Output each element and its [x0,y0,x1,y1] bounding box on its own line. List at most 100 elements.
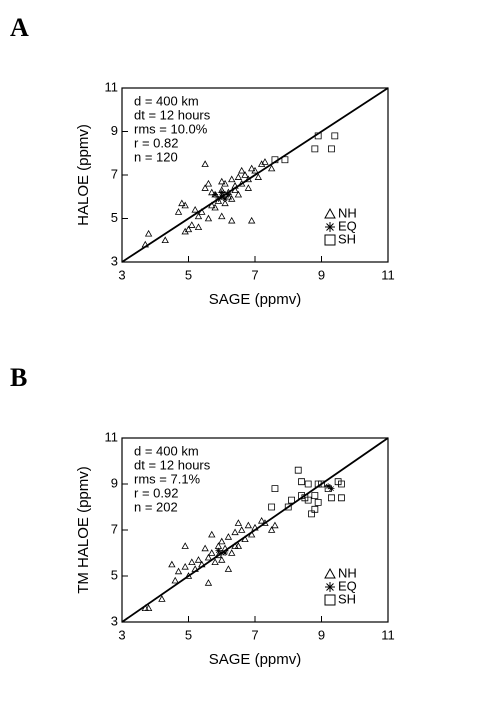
scatter-point [251,523,259,531]
scatter-point [238,166,246,174]
scatter-point [308,510,315,518]
y-tick-label: 7 [111,521,118,536]
annotation: rms = 7.1% [134,471,201,486]
x-tick-label: 3 [118,627,125,642]
legend-label: SH [338,231,356,246]
scatter-point [257,516,266,524]
scatter-point [218,212,226,220]
legend-marker [325,582,335,592]
x-tick-label: 7 [251,627,258,642]
scatter-point [194,212,203,220]
legend-marker [324,594,336,606]
scatter-point [198,208,206,215]
scatter-point [311,505,319,513]
scatter-point [161,236,169,244]
y-tick-label: 5 [111,210,118,225]
scatter-point [181,542,189,549]
scatter-point [224,565,233,572]
scatter-point [244,175,253,183]
scatter-point [257,160,266,167]
scatter-point [184,572,193,579]
scatter-point [222,195,229,202]
scatter-point [184,225,193,233]
x-tick-label: 5 [185,267,192,282]
scatter-point [304,480,312,488]
scatter-point [338,494,345,502]
scatter-point [244,521,253,529]
scatter-point [191,565,199,572]
legend-label: EQ [338,218,357,233]
scatter-point [218,550,225,556]
scatter-point [174,567,183,575]
scatter-point [144,229,153,237]
scatter-point [201,184,209,191]
scatter-point [231,182,239,189]
x-axis-label: SAGE (ppmv) [209,651,302,668]
scatter-point [325,483,332,490]
scatter-point [191,205,199,213]
y-tick-label: 5 [111,567,118,582]
y-axis-label: TM HALOE (ppmv) [75,466,92,594]
x-tick-label: 11 [381,267,395,282]
scatter-point [178,199,186,207]
scatter-point [234,519,243,526]
scatter-point [247,216,256,224]
scatter-point [204,579,213,586]
scatter-point [241,535,249,542]
x-tick-label: 9 [318,267,325,282]
y-tick-label: 9 [111,475,118,490]
scatter-point [238,526,246,533]
legend-marker [325,222,335,232]
legend-label: EQ [338,578,357,593]
scatter-point [211,203,219,211]
scatter-point [198,560,206,568]
scatter-point [231,186,239,194]
scatter-point [168,560,176,568]
scatter-point [267,164,276,172]
scatter-point [218,177,226,185]
scatter-point [254,173,263,180]
scatter-point [204,553,213,561]
scatter-point [288,496,295,504]
scatter-point [221,179,229,187]
scatter-point [158,595,166,602]
scatter-point [267,526,276,533]
y-tick-label: 3 [111,613,118,628]
scatter-point [338,480,345,488]
scatter-point [298,492,305,499]
scatter-point [225,191,232,198]
scatter-point [318,480,325,488]
scatter-point [271,156,279,164]
scatter-point [334,478,342,486]
annotation: r = 0.92 [134,485,178,500]
scatter-point [298,478,305,486]
scatter-point [271,485,279,492]
annotation: dt = 12 hours [134,107,211,122]
legend-label: NH [338,565,357,580]
x-axis-label: SAGE (ppmv) [209,291,302,308]
legend-marker [324,234,336,246]
scatter-point [141,240,149,248]
scatter-point [294,466,302,474]
legend-marker [324,567,336,579]
scatter-point [247,530,256,538]
y-tick-label: 7 [111,166,118,181]
scatter-point [181,227,189,235]
scatter-point [222,550,229,556]
scatter-point [208,549,216,556]
legend-marker [324,207,336,219]
scatter-point [284,503,292,511]
x-tick-label: 11 [381,627,395,642]
x-tick-label: 7 [251,267,258,282]
scatter-point [301,494,309,502]
x-tick-label: 9 [318,627,325,642]
scatter-point [194,556,203,563]
y-tick-label: 9 [111,123,118,138]
scatter-point [224,533,233,540]
scatter-point [247,164,256,172]
scatter-point [228,216,236,224]
y-tick-label: 11 [105,79,119,94]
scatter-point [228,175,236,183]
scatter-point [218,189,225,196]
scatter-point [324,485,332,492]
